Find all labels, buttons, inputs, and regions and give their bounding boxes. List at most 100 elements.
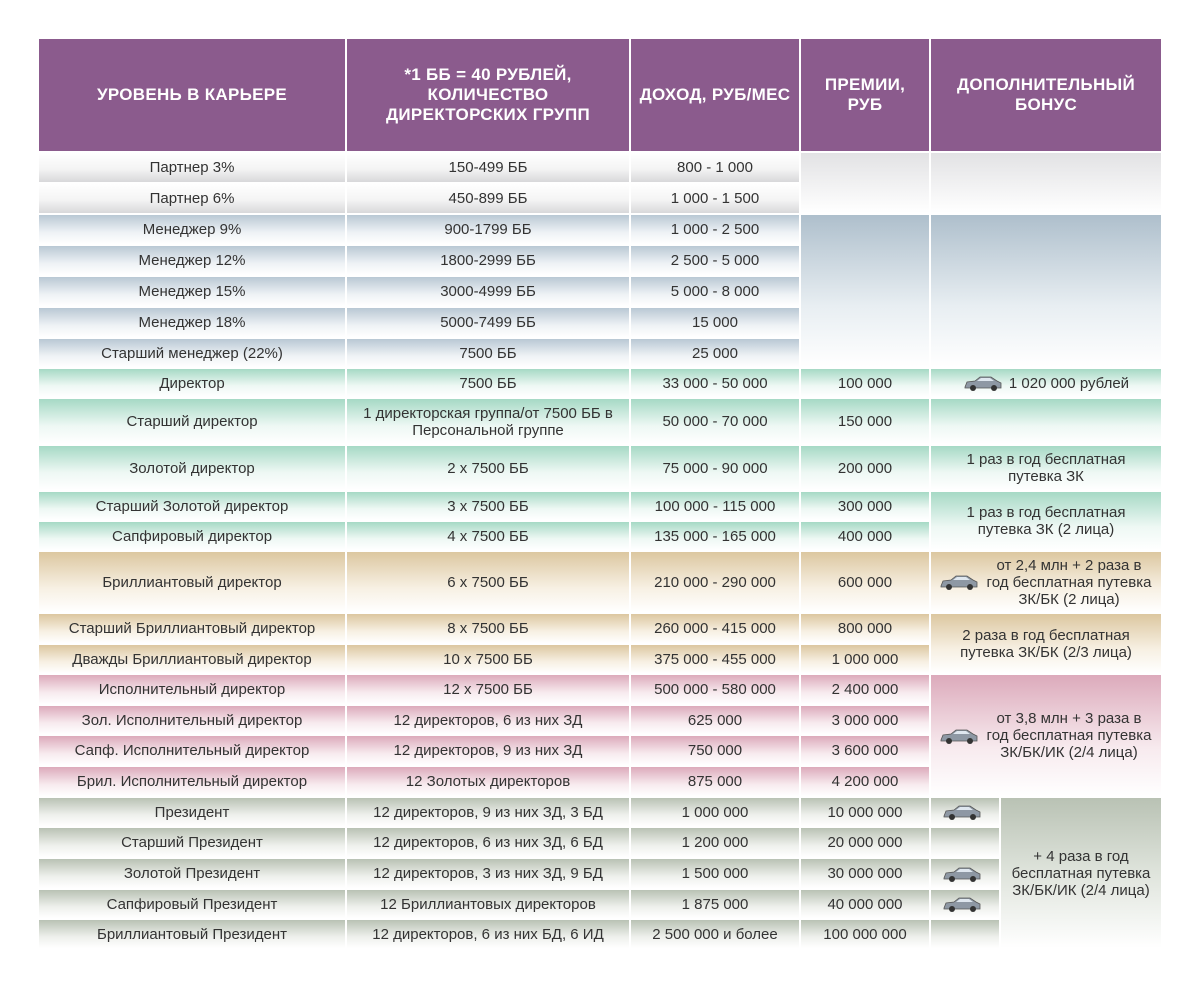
- table-cell: Менеджер 18%: [39, 308, 345, 337]
- cell-text: 50 000 - 70 000: [662, 413, 768, 430]
- car-icon: [943, 867, 981, 882]
- cell-text: 300 000: [837, 497, 893, 515]
- cell-text: 8 x 7500 ББ: [447, 620, 529, 637]
- table-cell: Старший Президент: [39, 828, 345, 857]
- car-icon: [943, 805, 981, 820]
- cell-text: 260 000 - 415 000: [654, 620, 776, 637]
- table-cell: 4 x 7500 ББ: [347, 522, 629, 550]
- table-cell: 750 000: [631, 736, 799, 765]
- table-cell: 625 000: [631, 706, 799, 734]
- cell-text: 12 директоров, 3 из них ЗД, 9 БД: [373, 865, 603, 882]
- cell-text: 2 раза в год бесплатная путевка ЗК/БК (2…: [960, 626, 1132, 661]
- cell-text: 2 500 000 и более: [652, 925, 778, 943]
- table-cell: 7500 ББ: [347, 339, 629, 367]
- table-cell: 150 000: [801, 399, 929, 444]
- table-cell: Бриллиантовый директор: [39, 552, 345, 612]
- cell-text: 12 директоров, 6 из них ЗД: [393, 711, 583, 729]
- car-cell: [931, 828, 999, 857]
- table-cell: 1 200 000: [631, 828, 799, 857]
- table-cell: 300 000: [801, 492, 929, 520]
- table-cell: 8 x 7500 ББ: [347, 614, 629, 643]
- cell-text: 600 000: [837, 573, 893, 591]
- cell-text: 7500 ББ: [459, 344, 517, 362]
- cell-text: 1 директорская группа/от 7500 ББ в Персо…: [363, 404, 613, 439]
- cell-text: 400 000: [837, 527, 893, 545]
- cell-text: 800 - 1 000: [677, 159, 753, 176]
- cell-text: 10 000 000: [827, 803, 903, 821]
- cell-text: 1 раз в год бесплатная путевка ЗК (2 лиц…: [966, 504, 1126, 538]
- cell-text: 1 500 000: [681, 865, 749, 882]
- table-cell: 12 директоров, 6 из них БД, 6 ИД: [347, 920, 629, 948]
- table-cell: 375 000 - 455 000: [631, 645, 799, 673]
- car-icon: [940, 575, 978, 590]
- cell-text: 5000-7499 ББ: [440, 314, 536, 331]
- header-cell: *1 ББ = 40 РУБЛЕЙ, КОЛИЧЕСТВО ДИРЕКТОРСК…: [347, 39, 629, 151]
- table-cell: 1 000 - 1 500: [631, 184, 799, 213]
- bonus-cell: [931, 153, 1161, 213]
- table-cell: 12 директоров, 6 из них ЗД: [347, 706, 629, 734]
- cell-text: Зол. Исполнительный директор: [81, 711, 303, 729]
- cell-text: 150 000: [837, 413, 893, 430]
- cell-text: Золотой Президент: [123, 865, 261, 882]
- table-cell: Менеджер 9%: [39, 215, 345, 244]
- table-cell: 2 500 000 и более: [631, 920, 799, 948]
- table-cell: 33 000 - 50 000: [631, 369, 799, 397]
- car-icon: [964, 376, 1002, 391]
- bonus-cell: 2 раза в год бесплатная путевка ЗК/БК (2…: [931, 614, 1161, 673]
- table-cell: 3 000 000: [801, 706, 929, 734]
- cell-text: Старший Бриллиантовый директор: [68, 620, 316, 637]
- table-cell: 25 000: [631, 339, 799, 367]
- table-cell: 20 000 000: [801, 828, 929, 857]
- cell-text: 450-899 ББ: [448, 190, 528, 207]
- table-cell: Сапфировый Президент: [39, 890, 345, 918]
- cell-text: 12 x 7500 ББ: [443, 681, 533, 698]
- table-cell: Исполнительный директор: [39, 675, 345, 704]
- table-cell: 1800-2999 ББ: [347, 246, 629, 275]
- bonus-cell: [931, 399, 1161, 444]
- cell-text: 40 000 000: [827, 895, 903, 913]
- car-cell: [931, 890, 999, 918]
- table-cell: Менеджер 15%: [39, 277, 345, 306]
- header-cell: ДОХОД, РУБ/МЕС: [631, 39, 799, 151]
- cell-text: Старший Золотой директор: [95, 497, 289, 515]
- bonus-cell: + 4 раза в год бесплатная путевка ЗК/БК/…: [1001, 798, 1161, 948]
- cell-text: Золотой директор: [129, 459, 255, 477]
- cell-text: Партнер 3%: [149, 159, 235, 176]
- car-icon: [940, 729, 978, 744]
- table-cell: 600 000: [801, 552, 929, 612]
- table-cell: Брил. Исполнительный директор: [39, 767, 345, 796]
- cell-text: от 3,8 млн + 3 раза в год бесплатная пут…: [986, 710, 1152, 761]
- cell-text: 100 000: [837, 374, 893, 392]
- cell-text: 6 x 7500 ББ: [447, 573, 529, 591]
- cell-text: 3 600 000: [831, 742, 899, 759]
- table-cell: 12 директоров, 9 из них ЗД, 3 БД: [347, 798, 629, 826]
- cell-text: 30 000 000: [827, 865, 903, 882]
- cell-text: Менеджер 9%: [142, 221, 242, 238]
- table-cell: 200 000: [801, 446, 929, 490]
- cell-text: 12 директоров, 9 из них ЗД, 3 БД: [373, 803, 603, 821]
- cell-text: 1800-2999 ББ: [440, 252, 536, 269]
- cell-text: 5 000 - 8 000: [670, 283, 760, 300]
- table-cell: Золотой директор: [39, 446, 345, 490]
- cell-text: 7500 ББ: [459, 374, 517, 392]
- cell-text: Сапфировый Президент: [106, 895, 278, 913]
- cell-text: 15 000: [692, 314, 738, 331]
- header-cell: ДОПОЛНИТЕЛЬНЫЙ БОНУС: [931, 39, 1161, 151]
- cell-text: 3000-4999 ББ: [440, 283, 536, 300]
- cell-text: 4 x 7500 ББ: [447, 527, 529, 545]
- table-cell: 2 x 7500 ББ: [347, 446, 629, 490]
- cell-text: Дважды Бриллиантовый директор: [72, 650, 312, 668]
- table-cell: 800 000: [801, 614, 929, 643]
- cell-text: 1 200 000: [681, 834, 749, 851]
- table-cell: 800 - 1 000: [631, 153, 799, 182]
- table-cell: 15 000: [631, 308, 799, 337]
- cell-text: Брил. Исполнительный директор: [76, 773, 308, 790]
- cell-text: 1 раз в год бесплатная путевка ЗК: [966, 451, 1126, 485]
- table-cell: 135 000 - 165 000: [631, 522, 799, 550]
- table-cell: Зол. Исполнительный директор: [39, 706, 345, 734]
- cell-text: Директор: [159, 374, 225, 392]
- table-cell: 7500 ББ: [347, 369, 629, 397]
- cell-text: ПРЕМИИ, РУБ: [824, 75, 906, 114]
- cell-text: Партнер 6%: [149, 190, 235, 207]
- table-cell: Старший менеджер (22%): [39, 339, 345, 367]
